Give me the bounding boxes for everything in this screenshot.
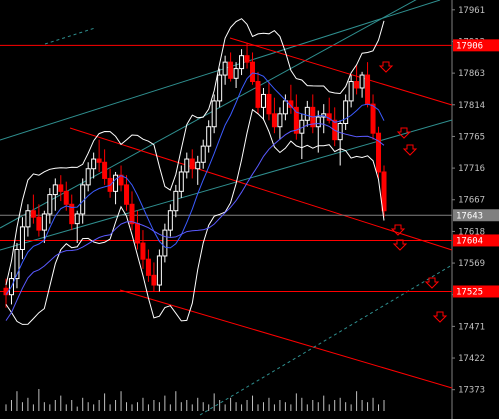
candle-body	[14, 248, 20, 280]
candle-body	[195, 161, 201, 170]
price-tick-label: 17373	[458, 386, 485, 396]
candle-body	[359, 74, 365, 89]
candle-body	[162, 229, 168, 257]
signal-arrow-icon	[378, 61, 394, 73]
candle-body	[156, 255, 162, 286]
candle-body	[228, 61, 234, 79]
signal-arrow-icon	[432, 311, 448, 323]
price-tick-label: 17814	[458, 101, 485, 111]
candle-body	[85, 168, 91, 186]
price-tick-label: 17961	[458, 6, 485, 16]
candle-body	[167, 210, 173, 231]
candle-body	[250, 61, 256, 83]
candle-body	[343, 100, 349, 125]
signal-arrow-icon	[392, 239, 408, 251]
moving-average-fast	[5, 72, 385, 295]
candle-body	[282, 100, 288, 115]
candle-body	[365, 74, 371, 105]
moving-average-slow	[5, 122, 385, 321]
candle-body	[271, 113, 277, 128]
candle-body	[58, 184, 64, 192]
candle-body	[140, 242, 146, 260]
dashed-channel-line	[199, 264, 453, 416]
price-badge	[453, 285, 499, 298]
price-tick-label: 17422	[458, 354, 485, 364]
candle-body	[370, 103, 376, 134]
price-badge-label: 17604	[456, 236, 483, 246]
signal-arrow-icon	[396, 127, 412, 139]
candle-body	[134, 223, 140, 244]
candle-body	[69, 203, 75, 225]
candle-body	[244, 55, 250, 63]
trend-channel-line	[229, 37, 453, 106]
price-tick-label: 17667	[458, 196, 485, 206]
candle-body	[63, 190, 69, 205]
candle-body	[113, 174, 119, 192]
candle-body	[178, 171, 184, 192]
price-badge	[453, 209, 499, 222]
candle-body	[145, 258, 151, 276]
candle-body	[348, 81, 354, 102]
price-badge	[453, 234, 499, 247]
candle-body	[102, 161, 108, 179]
candle-body	[266, 93, 272, 115]
dashed-channel-line	[44, 27, 96, 45]
price-tick-label: 17765	[458, 132, 485, 142]
price-badge	[453, 39, 499, 52]
candle-body	[222, 61, 228, 76]
price-badge-label: 17906	[456, 41, 483, 51]
candle-body	[376, 132, 382, 173]
price-tick-label: 17863	[458, 69, 485, 79]
candle-body	[124, 184, 130, 205]
candle-body	[293, 106, 299, 134]
trend-channel-line	[69, 127, 453, 251]
candle-body	[41, 213, 47, 231]
candle-body	[36, 216, 42, 231]
candle-body	[260, 93, 266, 108]
candle-body	[151, 274, 157, 286]
candle-body	[129, 203, 135, 225]
candle-body	[3, 287, 9, 296]
candle-body	[173, 190, 179, 212]
candle-body	[304, 106, 310, 121]
candle-body	[30, 210, 36, 218]
signal-arrow-icon	[390, 224, 406, 236]
signal-arrow-icon	[402, 144, 418, 156]
candle-body	[74, 213, 80, 225]
price-tick-label: 17716	[458, 164, 485, 174]
candle-body	[25, 210, 31, 228]
price-tick-label: 17618	[458, 227, 485, 237]
candle-body	[277, 113, 283, 128]
candle-body	[255, 81, 261, 108]
candle-body	[211, 100, 217, 128]
candle-body	[91, 158, 97, 170]
price-badge-label: 17525	[456, 287, 483, 297]
candle-body	[189, 158, 195, 170]
candle-body	[47, 194, 53, 215]
upper-band-line	[5, 18, 385, 286]
trend-channel-line	[0, 0, 417, 229]
candle-body	[52, 184, 58, 196]
candle-body	[96, 158, 102, 163]
price-tick-label: 17471	[458, 322, 485, 332]
candle-body	[206, 126, 212, 147]
lower-band-line	[5, 108, 385, 325]
candle-body	[233, 68, 239, 79]
candle-body	[315, 116, 321, 128]
candle-body	[200, 145, 206, 163]
signal-arrow-icon	[424, 277, 440, 289]
trend-channel-line	[119, 289, 453, 389]
candle-body	[381, 171, 387, 212]
candle-body	[217, 74, 223, 102]
candle-body	[19, 226, 25, 250]
price-badge-label: 17643	[456, 211, 483, 221]
candle-body	[184, 158, 190, 173]
candle-body	[239, 55, 245, 70]
candle-body	[354, 81, 360, 89]
price-tick-label: 17569	[458, 259, 485, 269]
